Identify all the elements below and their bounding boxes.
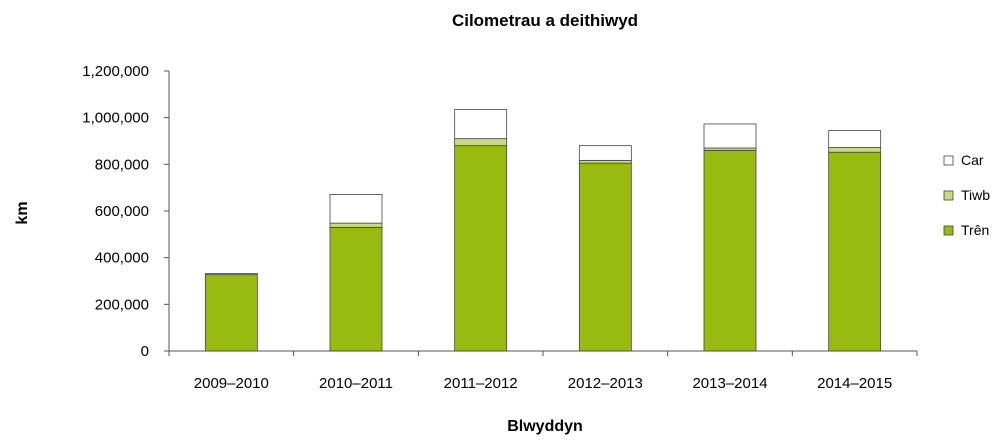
- bar-segment-tiwb: [329, 222, 383, 228]
- bar-segment-tiwb: [454, 138, 508, 147]
- bar-segment-car: [454, 109, 508, 140]
- x-tick-label: 2010–2011: [319, 375, 393, 392]
- x-tick-label: 2009–2010: [194, 375, 269, 392]
- plot-area: 0 200,000 400,000 600,000 800,000 1,000,000 1,…: [82, 63, 918, 392]
- y-tick-label: 0: [141, 343, 149, 360]
- x-tick-label: 2012–2013: [568, 375, 643, 392]
- bar-segment-trên: [454, 145, 508, 352]
- x-tick-label: 2013–2014: [692, 375, 767, 392]
- y-tick-label: 1,200,000: [82, 63, 149, 80]
- bar-segment-car: [578, 145, 632, 161]
- y-tick-label: 200,000: [95, 296, 149, 313]
- legend-label: Trên: [961, 222, 989, 238]
- legend-swatch: [943, 190, 954, 201]
- legend-label: Tiwb: [961, 187, 990, 203]
- bar-segment-trên: [204, 274, 258, 352]
- bar-segment-tiwb: [578, 159, 632, 164]
- x-tick-label: 2011–2012: [444, 375, 518, 392]
- y-axis-label: km: [14, 201, 31, 224]
- bar-segment-trên: [828, 151, 882, 352]
- bar-segment-trên: [329, 226, 383, 352]
- legend-swatch: [943, 155, 954, 166]
- y-tick-label: 1,000,000: [82, 110, 149, 127]
- y-tick-label: 600,000: [95, 203, 149, 220]
- legend-label: Car: [961, 152, 984, 168]
- legend-swatch: [943, 225, 954, 236]
- y-tick-label: 800,000: [95, 156, 149, 173]
- legend: Car Tiwb Trên: [943, 152, 990, 238]
- x-axis-label: Blwyddyn: [507, 418, 583, 435]
- y-tick-label: 400,000: [95, 250, 149, 267]
- bar-segment-tiwb: [204, 273, 258, 276]
- bar-segment-car: [828, 130, 882, 148]
- bar-segment-car: [329, 194, 383, 224]
- bar-segment-trên: [703, 149, 757, 352]
- bar-segment-trên: [578, 162, 632, 352]
- bar-segment-car: [703, 123, 757, 149]
- x-tick-label: 2014–2015: [817, 375, 892, 392]
- bar-segment-tiwb: [828, 147, 882, 153]
- chart-title: Cilometrau a deithiwyd: [452, 11, 638, 30]
